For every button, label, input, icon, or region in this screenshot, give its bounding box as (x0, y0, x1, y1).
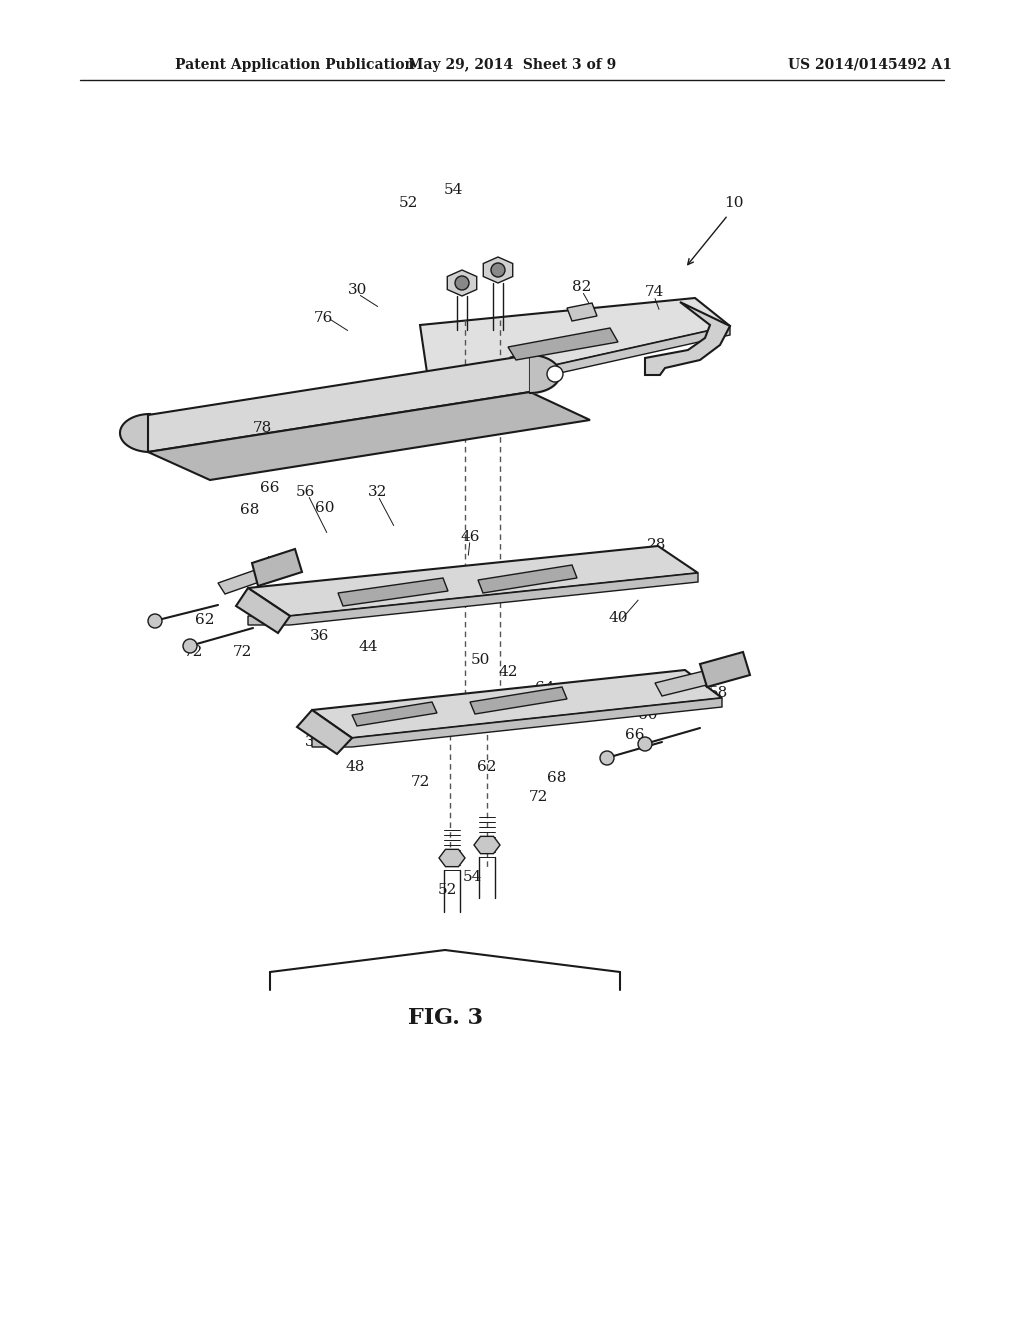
Text: 62: 62 (196, 612, 215, 627)
Text: 52: 52 (398, 195, 418, 210)
Text: 38: 38 (305, 735, 325, 748)
Circle shape (183, 639, 197, 653)
Text: 68: 68 (241, 503, 260, 517)
Polygon shape (420, 326, 730, 403)
Text: 82: 82 (572, 280, 592, 294)
Text: FIG. 3: FIG. 3 (408, 1007, 482, 1030)
Circle shape (547, 366, 563, 381)
Circle shape (455, 276, 469, 290)
Text: 30: 30 (348, 282, 368, 297)
Text: 40: 40 (608, 611, 628, 624)
Polygon shape (236, 587, 290, 634)
Text: 68: 68 (547, 771, 566, 785)
Text: 74: 74 (644, 285, 664, 300)
Text: 10: 10 (724, 195, 743, 210)
Text: 72: 72 (232, 645, 252, 659)
Polygon shape (645, 302, 730, 375)
Circle shape (490, 263, 505, 277)
Text: 64: 64 (536, 681, 555, 696)
Circle shape (600, 751, 614, 766)
Polygon shape (252, 549, 302, 586)
Polygon shape (483, 257, 513, 282)
Circle shape (638, 737, 652, 751)
Text: 76: 76 (313, 312, 333, 325)
Text: 56: 56 (295, 484, 314, 499)
Text: 54: 54 (462, 870, 481, 884)
Text: 32: 32 (369, 484, 388, 499)
Text: 60: 60 (315, 502, 335, 515)
Polygon shape (474, 837, 500, 854)
Polygon shape (478, 565, 577, 593)
Text: 28: 28 (647, 539, 667, 552)
Polygon shape (218, 562, 285, 594)
Polygon shape (312, 698, 722, 747)
Polygon shape (148, 355, 530, 451)
Polygon shape (297, 710, 352, 754)
Text: 48: 48 (345, 760, 365, 774)
Text: 72: 72 (528, 789, 548, 804)
Text: 36: 36 (310, 630, 330, 643)
Text: 42: 42 (499, 665, 518, 678)
Polygon shape (248, 573, 698, 624)
Text: May 29, 2014  Sheet 3 of 9: May 29, 2014 Sheet 3 of 9 (408, 58, 616, 73)
Text: US 2014/0145492 A1: US 2014/0145492 A1 (788, 58, 952, 73)
Polygon shape (352, 702, 437, 726)
Polygon shape (120, 414, 180, 451)
Text: 60: 60 (638, 708, 657, 722)
Text: 72: 72 (183, 645, 203, 659)
Text: 66: 66 (626, 729, 645, 742)
Polygon shape (567, 304, 597, 321)
Polygon shape (312, 671, 722, 738)
Polygon shape (655, 665, 735, 696)
Polygon shape (447, 271, 477, 296)
Polygon shape (338, 578, 449, 606)
Polygon shape (470, 686, 567, 714)
Polygon shape (420, 298, 730, 393)
Text: 78: 78 (252, 421, 271, 436)
Polygon shape (248, 546, 698, 616)
Text: Patent Application Publication: Patent Application Publication (175, 58, 415, 73)
Text: 62: 62 (477, 760, 497, 774)
Text: 34: 34 (658, 688, 678, 702)
Text: 50: 50 (470, 653, 489, 667)
Circle shape (148, 614, 162, 628)
Text: 66: 66 (260, 480, 280, 495)
Polygon shape (148, 392, 590, 480)
Polygon shape (700, 652, 750, 686)
Polygon shape (508, 327, 618, 360)
Text: 58: 58 (709, 686, 728, 700)
Text: 54: 54 (443, 183, 463, 197)
Text: 72: 72 (411, 775, 430, 789)
Text: 46: 46 (460, 531, 480, 544)
Text: 52: 52 (437, 883, 457, 898)
Text: 44: 44 (358, 640, 378, 653)
Polygon shape (439, 849, 465, 867)
